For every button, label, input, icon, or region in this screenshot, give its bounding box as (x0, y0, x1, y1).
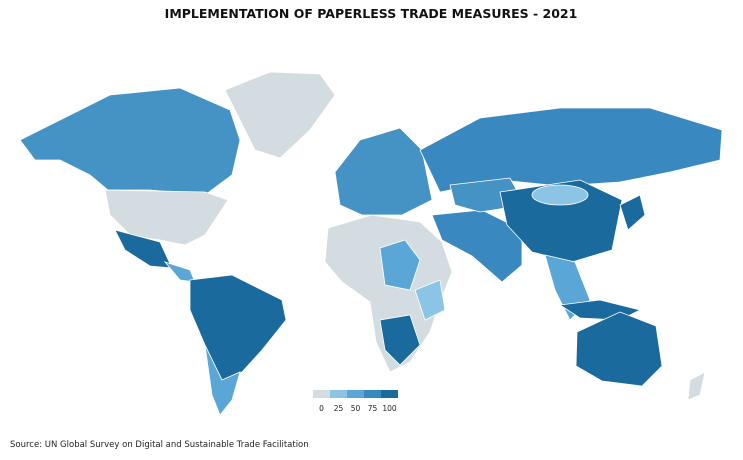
region (104, 189, 229, 246)
region (19, 87, 241, 196)
legend: 0 25 50 75 100 (313, 390, 398, 413)
region (575, 311, 663, 387)
legend-label: 50 (351, 404, 361, 413)
region (414, 279, 446, 321)
title: IMPLEMENTATION OF PAPERLESS TRADE MEASUR… (165, 6, 578, 21)
legend-label: 100 (382, 404, 397, 413)
region (379, 239, 421, 291)
region (324, 214, 453, 373)
legend-swatch (364, 390, 381, 398)
region (204, 344, 241, 416)
legend-swatch (330, 390, 347, 398)
region (224, 71, 336, 159)
legend-swatch (381, 390, 398, 398)
region (114, 229, 173, 269)
region (687, 371, 706, 401)
legend-swatch (313, 390, 330, 398)
region (419, 107, 723, 193)
region (334, 127, 433, 216)
region (189, 274, 287, 381)
legend-label: 0 (319, 404, 324, 413)
region (379, 314, 421, 366)
region (499, 179, 623, 263)
region (431, 209, 523, 283)
source: Source: UN Global Survey on Digital and … (10, 440, 309, 450)
region (531, 184, 589, 206)
world-map (19, 71, 723, 416)
legend-swatch (347, 390, 364, 398)
legend-label: 25 (334, 404, 344, 413)
region (163, 261, 196, 283)
region (619, 194, 646, 231)
legend-label: 75 (368, 404, 378, 413)
